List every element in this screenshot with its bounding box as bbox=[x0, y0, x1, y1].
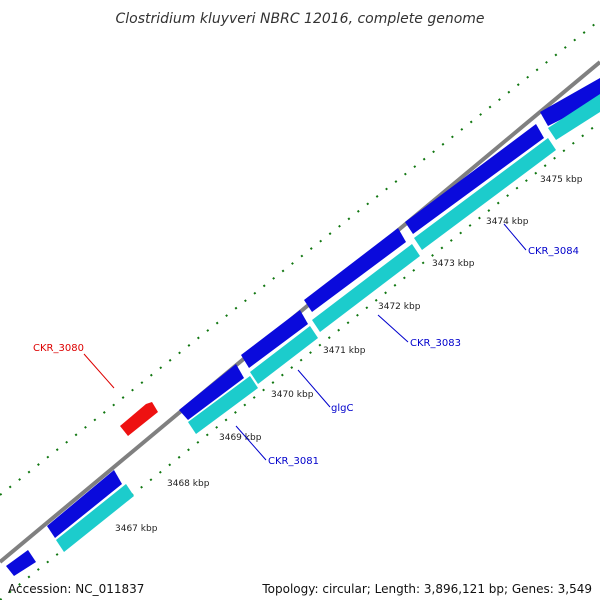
gene-label-ckr-3081[interactable]: CKR_3081 bbox=[268, 456, 319, 467]
tick-label: 3473 kbp bbox=[432, 259, 475, 269]
gene-forward-segment[interactable] bbox=[540, 78, 600, 126]
gene-ckr-3080[interactable] bbox=[120, 402, 158, 436]
tick-label: 3469 kbp bbox=[219, 433, 262, 443]
tick-label: 3470 kbp bbox=[271, 390, 314, 400]
tick-label: 3474 kbp bbox=[486, 217, 529, 227]
map-title: Clostridium kluyveri NBRC 12016, complet… bbox=[115, 11, 484, 27]
gene-labels: CKR_3080 CKR_3081 glgC CKR_3083 CKR_3084 bbox=[33, 246, 579, 467]
tick-label: 3467 kbp bbox=[115, 524, 158, 534]
tick-label: 3472 kbp bbox=[378, 302, 421, 312]
accession-label: Accession: NC_011837 bbox=[8, 582, 145, 596]
gene-reverse-segment[interactable] bbox=[414, 138, 556, 250]
gene-label-ckr-3080[interactable]: CKR_3080 bbox=[33, 343, 84, 354]
tick-labels: 3467 kbp 3468 kbp 3469 kbp 3470 kbp 3471… bbox=[115, 175, 583, 534]
tick-label: 3471 kbp bbox=[323, 346, 366, 356]
leader-ckr-3083 bbox=[377, 314, 409, 343]
gene-label-glgc[interactable]: glgC bbox=[331, 403, 353, 414]
gene-label-ckr-3084[interactable]: CKR_3084 bbox=[528, 246, 579, 257]
tick-label: 3475 kbp bbox=[540, 175, 583, 185]
gene-label-ckr-3083[interactable]: CKR_3083 bbox=[410, 338, 461, 349]
reverse-gene-track bbox=[56, 94, 600, 552]
leader-glgc bbox=[297, 369, 331, 408]
gene-forward-segment[interactable] bbox=[304, 228, 406, 312]
leader-ckr-3080 bbox=[83, 353, 115, 389]
gene-reverse-segment[interactable] bbox=[188, 376, 258, 434]
gene-reverse-segment[interactable] bbox=[250, 326, 318, 384]
leader-ckr-3084 bbox=[503, 223, 527, 251]
gene-reverse-segment[interactable] bbox=[312, 244, 420, 332]
leader-ckr-3081 bbox=[235, 425, 267, 461]
gene-label-leaders bbox=[83, 223, 527, 461]
tick-label: 3468 kbp bbox=[167, 479, 210, 489]
gene-forward-segment[interactable] bbox=[241, 310, 308, 368]
gene-reverse-segment[interactable] bbox=[56, 484, 134, 552]
outer-scale-ring bbox=[0, 19, 600, 496]
gene-forward-segment[interactable] bbox=[47, 470, 122, 538]
gene-forward-segment[interactable] bbox=[405, 124, 544, 234]
gene-reverse-segment[interactable] bbox=[548, 94, 600, 140]
gene-forward-segment[interactable] bbox=[6, 550, 36, 576]
genome-summary: Topology: circular; Length: 3,896,121 bp… bbox=[262, 582, 592, 596]
gene-forward-segment[interactable] bbox=[179, 364, 244, 420]
forward-gene-track bbox=[6, 78, 600, 576]
